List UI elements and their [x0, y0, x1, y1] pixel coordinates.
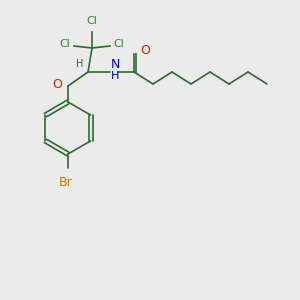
Text: H: H: [111, 71, 119, 81]
Text: Cl: Cl: [60, 39, 70, 49]
Text: H: H: [76, 59, 84, 69]
Text: Cl: Cl: [87, 16, 98, 26]
Text: O: O: [140, 44, 150, 56]
Text: O: O: [52, 77, 62, 91]
Text: Cl: Cl: [114, 39, 124, 49]
Text: Br: Br: [59, 176, 73, 189]
Text: N: N: [111, 58, 120, 71]
